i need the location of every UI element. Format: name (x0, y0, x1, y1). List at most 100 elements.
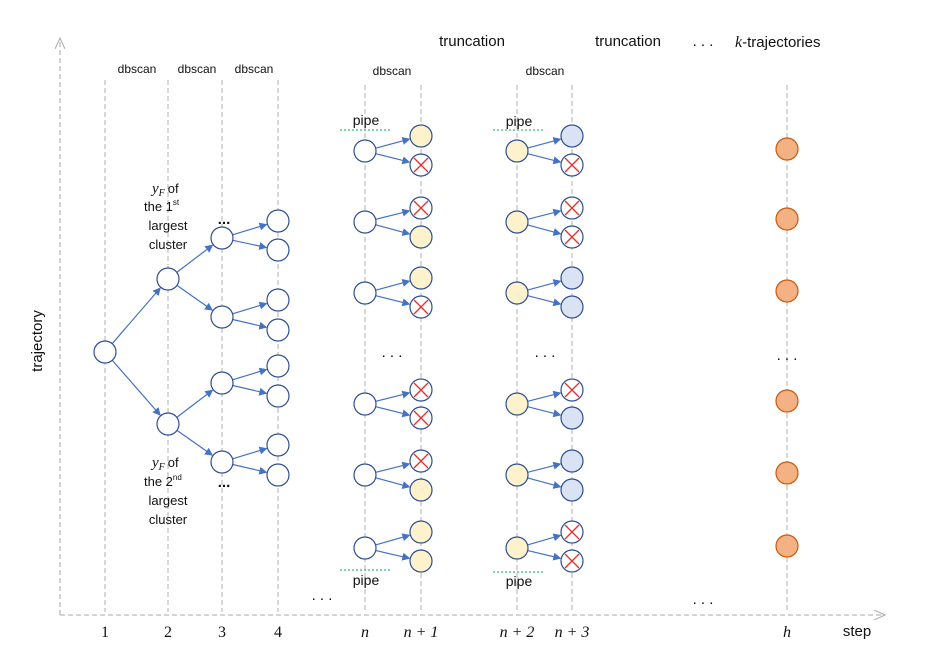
ellipsis-axis-right: . . . (693, 591, 714, 608)
blue-node (560, 266, 584, 290)
edge-arrow (375, 153, 411, 165)
step-guides (104, 80, 788, 612)
cross-mark (564, 229, 580, 245)
cross-mark (413, 410, 429, 426)
top-labels: dbscan dbscan dbscan dbscan dbscan trunc… (118, 33, 821, 78)
dbscan-label-n: dbscan (373, 64, 412, 78)
yellow-node (409, 266, 433, 290)
edge-arrow (176, 389, 214, 418)
dbscan-label-1: dbscan (118, 62, 157, 76)
edge-arrow (232, 367, 268, 381)
trajectory-node (353, 536, 377, 560)
of-text: of (168, 181, 179, 196)
edge-arrow (375, 477, 411, 489)
x-tick-label: 1 (101, 624, 109, 641)
the-text: the 2 (144, 474, 173, 489)
truncation-label-1: truncation (439, 33, 505, 50)
edge-arrow (232, 384, 268, 396)
edges (111, 137, 562, 561)
edge-arrow (176, 244, 214, 273)
k-trajectories-text: -trajectories (742, 34, 820, 51)
final-trajectory-node (775, 534, 799, 558)
edge-arrow (232, 239, 268, 250)
trajectory-node (210, 305, 234, 329)
cross-mark (413, 157, 429, 173)
edge-arrow (111, 287, 161, 345)
edge-arrow (111, 359, 161, 416)
dbscan-label-3: dbscan (235, 62, 274, 76)
final-trajectory-node (775, 279, 799, 303)
x-tick-label: n + 3 (555, 624, 590, 641)
x-tick-labels: 1 2 3 4 n n + 1 n + 2 n + 3 h (101, 624, 791, 641)
ordinal-sup: st (173, 198, 180, 207)
x-tick-label: h (783, 624, 791, 641)
edge-arrow (232, 301, 268, 315)
edge-arrow (527, 295, 562, 307)
pipe-label-n-top: pipe (353, 112, 380, 128)
trajectory-node (353, 281, 377, 305)
ellipsis-col3-top: ... (218, 211, 231, 228)
blue-node (560, 295, 584, 319)
y-axis-label: trajectory (29, 310, 46, 372)
x-axis-label: step (843, 623, 871, 640)
ellipsis-axis-left: . . . (312, 587, 333, 604)
x-tick-label: n + 1 (404, 624, 439, 641)
first-cluster-annotation: yF of the 1st largest cluster (144, 181, 188, 252)
edge-arrow (232, 463, 268, 475)
edge-arrow (375, 549, 411, 561)
yf-sub: F (158, 462, 166, 473)
x-tick-label: 2 (164, 624, 172, 641)
cross-mark (564, 553, 580, 569)
edge-arrow (527, 549, 562, 561)
nodes (93, 124, 799, 573)
edge-arrow (375, 224, 411, 236)
yellow-node (505, 281, 529, 305)
trajectory-node (210, 450, 234, 474)
trajectory-node (266, 318, 290, 342)
cluster-text: cluster (149, 237, 188, 252)
dbscan-label-2: dbscan (178, 62, 217, 76)
ellipsis-col-n: . . . (382, 344, 403, 361)
ellipsis-col3-bottom: ... (218, 474, 231, 491)
trajectory-node (353, 139, 377, 163)
largest-text: largest (148, 493, 187, 508)
blue-node (560, 478, 584, 502)
svg-text:the 1st: the 1st (144, 198, 180, 214)
yellow-node (409, 225, 433, 249)
x-tick-label: n + 2 (500, 624, 535, 641)
pipe-label-n2-top: pipe (506, 113, 533, 129)
edge-arrow (527, 224, 562, 236)
pipe-label-n2-bottom: pipe (506, 573, 533, 589)
edge-arrow (176, 429, 214, 456)
trajectory-node (266, 238, 290, 262)
blue-node (560, 124, 584, 148)
second-cluster-annotation: yF of the 2nd largest cluster (144, 455, 188, 527)
blue-node (560, 449, 584, 473)
pipe-label-n-bottom: pipe (353, 572, 380, 588)
trajectory-node (266, 354, 290, 378)
trajectory-node (156, 412, 180, 436)
final-trajectory-node (775, 207, 799, 231)
svg-text:the 2nd: the 2nd (144, 473, 182, 489)
yellow-node (505, 139, 529, 163)
x-tick-label: n (361, 624, 369, 641)
trajectory-node (210, 371, 234, 395)
edge-arrow (375, 533, 411, 546)
edge-arrow (375, 390, 411, 402)
blue-node (560, 406, 584, 430)
trajectory-node (266, 209, 290, 233)
truncation-label-2: truncation (595, 33, 661, 50)
trajectory-node (353, 210, 377, 234)
edge-arrow (375, 279, 411, 291)
trajectory-node (353, 463, 377, 487)
edge-arrow (527, 390, 562, 402)
edge-arrow (527, 208, 562, 220)
yellow-node (409, 478, 433, 502)
pipe-labels: pipe pipe pipe pipe (340, 112, 543, 589)
edge-arrow (375, 208, 411, 220)
trajectory-node (156, 267, 180, 291)
yellow-node (409, 549, 433, 573)
